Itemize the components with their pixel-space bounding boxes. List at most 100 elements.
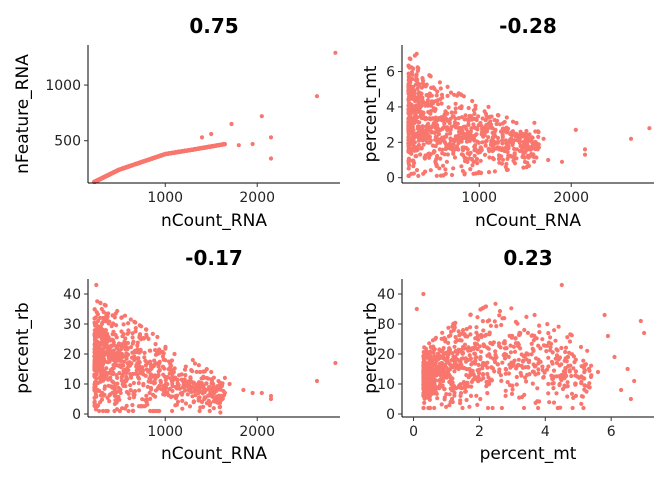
data-point	[454, 134, 459, 139]
data-point	[202, 369, 207, 374]
data-point	[500, 141, 505, 146]
data-point	[579, 401, 584, 406]
data-point	[112, 401, 117, 407]
data-point	[227, 381, 232, 387]
data-point	[546, 364, 551, 369]
data-point	[426, 151, 431, 156]
data-point	[168, 151, 173, 156]
data-point	[406, 91, 411, 97]
data-point	[475, 402, 480, 407]
data-point	[581, 365, 586, 370]
data-point	[525, 146, 530, 152]
data-point	[440, 151, 445, 156]
data-point	[464, 145, 469, 150]
y-axis-label: percent_rb	[13, 302, 33, 393]
data-point	[479, 332, 484, 338]
y-axis-label: nFeature_RNA	[13, 54, 33, 174]
data-point	[104, 316, 109, 321]
data-point	[553, 338, 558, 343]
data-point	[171, 370, 176, 375]
data-point	[191, 385, 196, 390]
data-point	[428, 168, 433, 173]
data-point	[498, 373, 503, 378]
data-point	[500, 133, 505, 138]
data-point	[92, 338, 98, 343]
data-point	[438, 382, 443, 388]
data-point	[497, 313, 502, 318]
data-point	[530, 146, 535, 151]
data-point	[435, 89, 440, 94]
data-point	[406, 95, 411, 100]
data-point	[467, 137, 472, 142]
data-point	[463, 356, 468, 361]
data-point	[115, 395, 120, 400]
data-point	[535, 399, 540, 404]
data-point	[502, 346, 508, 351]
data-point	[524, 314, 529, 319]
data-point	[512, 152, 517, 157]
data-point	[502, 148, 507, 153]
data-point	[509, 306, 514, 311]
data-point	[465, 380, 470, 385]
data-point	[410, 138, 415, 143]
data-point	[333, 50, 338, 55]
y-tick-label: 2	[386, 135, 395, 151]
data-point	[157, 368, 162, 373]
data-point	[154, 154, 159, 159]
data-point	[516, 357, 521, 362]
data-point	[441, 366, 446, 371]
data-point	[486, 135, 491, 140]
data-point	[192, 361, 198, 366]
scatter-panel-1: 0.75 1000 2000 500 1000 nCount_RNA nFeature_RN…	[13, 14, 340, 231]
data-point	[111, 329, 116, 334]
data-point	[497, 309, 503, 314]
data-point	[229, 121, 234, 127]
data-point	[125, 331, 130, 336]
data-point	[563, 366, 568, 371]
data-point	[486, 104, 491, 109]
data-point	[456, 141, 461, 146]
data-point	[96, 380, 101, 385]
data-point	[174, 402, 179, 407]
data-point	[581, 358, 586, 363]
data-point	[154, 361, 159, 366]
data-point	[484, 332, 489, 337]
data-point	[133, 326, 138, 331]
data-point	[532, 159, 537, 164]
data-point	[565, 394, 570, 399]
data-point	[217, 384, 222, 389]
data-point	[470, 98, 475, 104]
x-tick-label: 2000	[239, 190, 275, 206]
data-point	[469, 126, 474, 131]
data-point	[484, 138, 489, 143]
data-point	[483, 143, 488, 148]
data-point	[430, 124, 435, 129]
data-point	[406, 71, 411, 76]
data-point	[207, 408, 212, 414]
data-point	[453, 354, 458, 360]
data-point	[186, 379, 191, 384]
data-point	[509, 335, 514, 340]
data-point	[415, 86, 420, 91]
data-point	[92, 307, 97, 312]
data-point	[140, 365, 145, 370]
data-point	[532, 312, 537, 318]
data-point	[448, 131, 453, 136]
data-point	[524, 357, 529, 362]
data-point	[128, 388, 133, 393]
data-point	[92, 358, 97, 363]
data-point	[434, 157, 439, 162]
data-point	[472, 153, 477, 158]
data-point	[455, 357, 460, 362]
data-point	[453, 335, 458, 340]
data-point	[443, 171, 448, 176]
data-point	[149, 156, 154, 161]
data-point	[569, 373, 574, 379]
data-point	[432, 362, 437, 367]
data-point	[222, 375, 227, 380]
data-point	[121, 332, 126, 337]
data-point	[421, 110, 426, 116]
data-point	[560, 386, 566, 392]
data-point	[97, 408, 102, 414]
